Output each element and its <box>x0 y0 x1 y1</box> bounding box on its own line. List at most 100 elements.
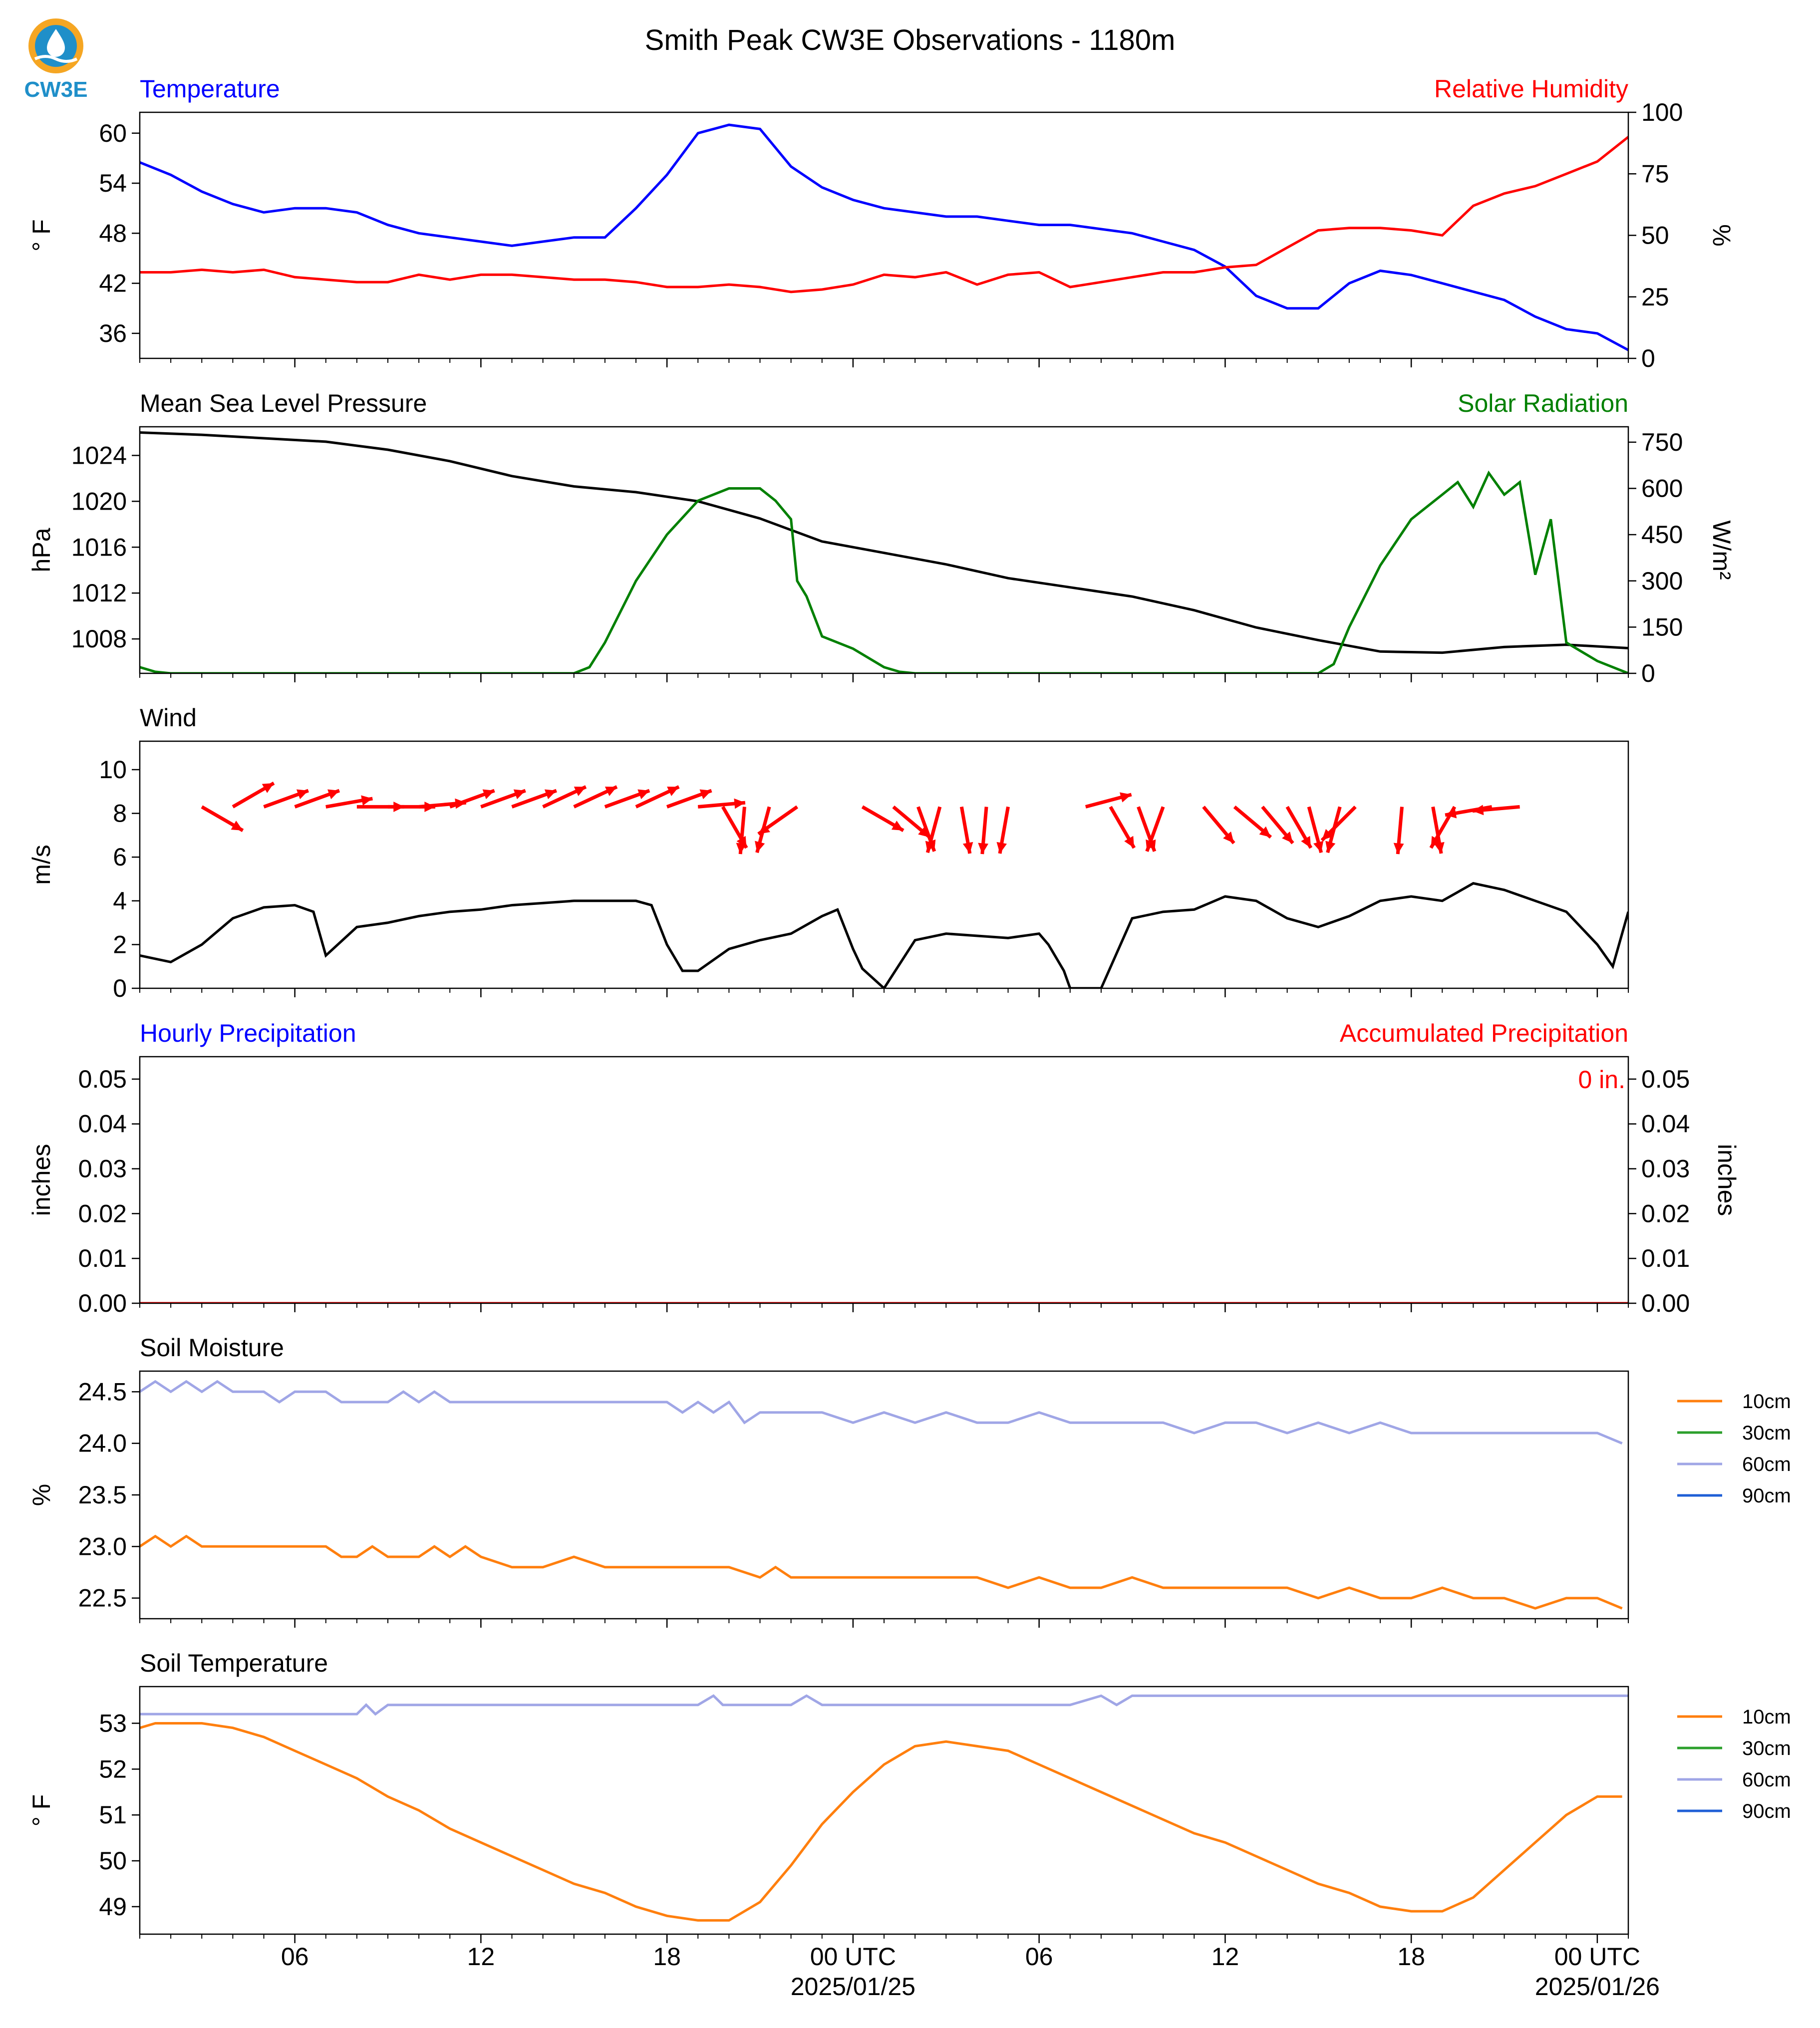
legend-label: 90cm <box>1742 1800 1791 1822</box>
x-tick-label: 12 <box>467 1943 495 1971</box>
y-axis-label-left: m/s <box>27 845 55 885</box>
x-tick-label: 00 UTC <box>1554 1943 1640 1971</box>
series-line-0 <box>140 431 1628 654</box>
y-tick-label-left: 8 <box>113 800 127 828</box>
y-tick-label-left: 0 <box>113 974 127 1002</box>
y-tick-label-left: 52 <box>99 1755 127 1783</box>
panel-title-left: Wind <box>140 704 197 732</box>
wind-arrow-head <box>667 786 679 796</box>
wind-arrow-head <box>755 841 765 853</box>
y-axis-label-right: inches <box>1713 1144 1741 1216</box>
panel-title-left: Temperature <box>140 75 280 103</box>
legend-label: 10cm <box>1742 1706 1791 1728</box>
y-tick-label-left: 0.03 <box>78 1155 127 1183</box>
y-tick-label-right: 50 <box>1641 222 1669 250</box>
y-tick-label-right: 0.00 <box>1641 1289 1690 1317</box>
y-tick-label-left: 0.00 <box>78 1289 127 1317</box>
y-tick-label-left: 36 <box>99 319 127 347</box>
series-line-60cm <box>140 1694 1628 1716</box>
y-tick-label-left: 53 <box>99 1709 127 1737</box>
panel-title-left: Hourly Precipitation <box>140 1019 356 1047</box>
panel-title-right: Relative Humidity <box>1434 75 1628 103</box>
y-tick-label-right: 0 <box>1641 659 1655 687</box>
wind-arrow-head <box>1119 792 1132 803</box>
legend-label: 90cm <box>1742 1485 1791 1507</box>
y-tick-label-left: 6 <box>113 843 127 871</box>
logo-wave-icon <box>34 55 78 63</box>
series-line-10cm <box>140 1534 1623 1610</box>
plot-frame <box>139 740 1629 989</box>
wind-arrow-head <box>1325 841 1336 853</box>
wind-arrow-head <box>1393 843 1404 855</box>
y-tick-label-left: 2 <box>113 930 127 958</box>
y-tick-label-right: 0.04 <box>1641 1110 1690 1138</box>
y-tick-label-left: 60 <box>99 119 127 147</box>
plot-frame <box>139 111 1629 359</box>
y-tick-label-right: 0 <box>1641 344 1655 372</box>
y-tick-label-left: 51 <box>99 1801 127 1829</box>
y-tick-label-right: 100 <box>1641 98 1683 126</box>
y-tick-label-left: 23.0 <box>78 1532 127 1560</box>
wind-arrow-head <box>734 798 745 809</box>
wind-arrow-head <box>1259 826 1271 838</box>
x-tick-label: 06 <box>1025 1943 1053 1971</box>
x-tick-label: 12 <box>1212 1943 1239 1971</box>
series-line-60cm <box>140 1380 1623 1445</box>
panel-title-right: Solar Radiation <box>1458 389 1628 417</box>
accumulated-total-label: 0 in. <box>1578 1066 1625 1094</box>
wind-arrow-head <box>262 783 274 793</box>
wind-arrow-head <box>1223 831 1234 844</box>
wind-arrow-head <box>758 823 770 834</box>
logo-text: CW3E <box>24 77 87 102</box>
x-tick-label: 18 <box>653 1943 681 1971</box>
y-axis-label-left: hPa <box>27 528 55 572</box>
y-tick-label-left: 1008 <box>71 625 127 653</box>
panel-soil-moisture: 22.5 23.0 23.5 24.0 24.5 Soil Moisture% 10cm 30… <box>27 1334 1791 1628</box>
wind-arrow-head <box>1146 839 1156 852</box>
y-axis-label-left: ° F <box>27 1794 55 1826</box>
wind-arrow-head <box>1313 841 1324 853</box>
plot-frame <box>139 1370 1629 1620</box>
plot-frame <box>139 1056 1629 1304</box>
logo-drop-icon <box>47 29 65 57</box>
wind-arrow-head <box>327 789 339 800</box>
wind-arrow-head <box>925 841 935 853</box>
wind-arrow-head <box>482 789 495 800</box>
wind-arrow-head <box>231 821 243 831</box>
y-tick-label-left: 1024 <box>71 441 127 469</box>
wind-arrow-head <box>1431 836 1441 848</box>
y-tick-label-left: 48 <box>99 219 127 247</box>
y-axis-label-left: ° F <box>27 219 55 251</box>
y-tick-label-right: 25 <box>1641 283 1669 311</box>
panel-title-right: Accumulated Precipitation <box>1340 1019 1628 1047</box>
date-label: 2025/01/26 <box>1535 1973 1660 2001</box>
y-tick-label-left: 50 <box>99 1847 127 1875</box>
wind-arrow-head <box>891 821 904 831</box>
wind-arrow-head <box>1434 842 1445 854</box>
figure-title: Smith Peak CW3E Observations - 1180m <box>645 24 1176 56</box>
wind-arrow-head <box>736 843 747 855</box>
wind-arrow-head <box>962 842 973 854</box>
wind-arrow-head <box>637 789 650 800</box>
y-tick-label-right: 75 <box>1641 160 1669 188</box>
y-tick-label-left: 1020 <box>71 487 127 515</box>
y-tick-label-left: 0.05 <box>78 1065 127 1093</box>
series-line-0 <box>140 123 1628 351</box>
x-tick-label: 18 <box>1397 1943 1425 1971</box>
legend-label: 30cm <box>1742 1738 1791 1759</box>
series-line-10cm <box>140 1722 1622 1922</box>
y-tick-label-right: 450 <box>1641 521 1683 549</box>
wind-arrow-head <box>513 789 526 800</box>
plot-frame <box>139 1686 1629 1935</box>
y-tick-label-left: 22.5 <box>78 1584 127 1612</box>
series-line-1 <box>140 470 1628 673</box>
y-tick-label-right: 750 <box>1641 428 1683 456</box>
panel-title-left: Mean Sea Level Pressure <box>140 389 427 417</box>
wind-arrow-head <box>296 789 308 800</box>
panel-precipitation: 0.00 0.01 0.02 0.03 0.04 0.05 0.00 0.01 0.02 0.03… <box>27 1019 1741 1317</box>
wind-arrow-head <box>996 842 1007 854</box>
y-axis-label-left: % <box>27 1484 55 1506</box>
wind-arrow-head <box>574 786 586 796</box>
y-tick-label-left: 1016 <box>71 533 127 561</box>
legend-label: 10cm <box>1742 1391 1791 1413</box>
